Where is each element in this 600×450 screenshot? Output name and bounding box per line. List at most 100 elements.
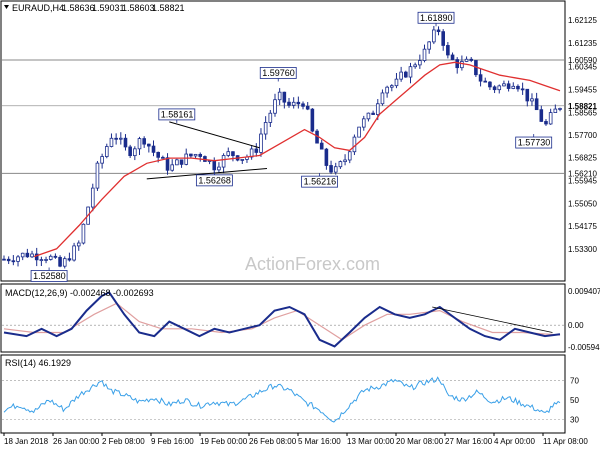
- candle: [67, 252, 72, 262]
- svg-text:1.56216: 1.56216: [304, 177, 337, 187]
- candle: [558, 107, 562, 112]
- candle: [226, 147, 231, 158]
- candle: [516, 84, 520, 92]
- candle: [492, 85, 497, 94]
- high-value: 1.59031: [92, 3, 125, 13]
- candle: [263, 116, 268, 140]
- candle: [413, 62, 417, 69]
- candle: [48, 254, 53, 261]
- x-tick-label: 9 Feb 16:00: [151, 437, 194, 446]
- candle: [240, 159, 245, 164]
- y-tick-label: 1.57700: [568, 131, 597, 140]
- candle: [502, 80, 506, 87]
- svg-text:1.57730: 1.57730: [518, 138, 551, 148]
- candle: [123, 134, 128, 151]
- candle: [534, 92, 539, 111]
- y-tick-label: 1.54175: [568, 222, 597, 231]
- candle: [310, 108, 315, 133]
- candle: [277, 88, 282, 106]
- rsi-y-tick: 30: [570, 415, 579, 424]
- x-tick-label: 26 Jan 00:00: [53, 437, 100, 446]
- x-tick-label: 18 Jan 2018: [4, 437, 49, 446]
- price-annotation: 1.57730: [515, 134, 553, 149]
- candle: [343, 154, 347, 166]
- candle: [296, 96, 301, 109]
- candle: [175, 158, 179, 166]
- rsi-y-tick: 70: [570, 376, 579, 385]
- candle: [151, 140, 156, 157]
- candle: [58, 255, 62, 268]
- close-value: 1.58821: [152, 3, 185, 13]
- macd-title: MACD(12,26,9) -0.002468 -0.002693: [5, 288, 154, 298]
- moving-average-line: [33, 61, 561, 258]
- candle: [20, 252, 25, 261]
- trend-line: [169, 121, 260, 149]
- macd-y-tick: 0.00: [568, 321, 584, 330]
- macd-y-tick: 0.009407: [568, 287, 600, 296]
- symbol-label: EURAUD,H4: [12, 3, 64, 13]
- level-label: 1.60590: [568, 56, 597, 65]
- candle: [62, 256, 67, 269]
- candle: [104, 143, 109, 159]
- price-layer: 1.61890 1.59760 1.58161 1.56268 1.56216 1.577…: [2, 11, 564, 282]
- svg-text:1.58161: 1.58161: [161, 109, 194, 119]
- candle: [371, 110, 375, 115]
- price-annotation: 1.56216: [301, 173, 338, 188]
- candle: [399, 66, 403, 82]
- x-tick-label: 5 Mar 16:00: [298, 437, 341, 446]
- candle: [301, 101, 305, 110]
- candle: [2, 255, 6, 261]
- candle: [44, 256, 48, 264]
- candle: [193, 153, 198, 159]
- candle: [553, 104, 558, 114]
- price-annotation: 1.56268: [195, 171, 233, 187]
- svg-text:1.52580: 1.52580: [33, 271, 66, 281]
- y-tick-label: 1.62125: [568, 16, 597, 25]
- candle: [179, 159, 184, 168]
- candle: [282, 91, 287, 109]
- candle: [170, 159, 175, 172]
- header-info: EURAUD,H4 1.58636 1.59031 1.58603 1.5882…: [4, 3, 185, 13]
- axis-layer: 1.60590 1.56210 1.62125 1.61235 1.60345 1.594…: [3, 16, 600, 446]
- svg-text:1.59760: 1.59760: [262, 68, 295, 78]
- candle: [432, 26, 436, 45]
- y-tick-label: 1.59455: [568, 85, 597, 94]
- candle: [347, 150, 352, 164]
- y-tick-label: 1.53300: [568, 245, 597, 254]
- candle: [464, 56, 469, 63]
- candle: [287, 97, 291, 108]
- level-label: 1.56210: [568, 169, 597, 178]
- candle: [16, 255, 20, 267]
- candle: [385, 85, 389, 98]
- x-tick-label: 2 Feb 08:00: [102, 437, 145, 446]
- candle: [474, 60, 478, 77]
- y-tick-label: 1.60345: [568, 62, 597, 71]
- x-tick-label: 13 Mar 00:00: [347, 437, 395, 446]
- candle: [142, 136, 146, 148]
- candle: [11, 255, 16, 266]
- macd-trend-line: [432, 306, 553, 333]
- candle: [488, 81, 492, 91]
- candle: [497, 84, 502, 94]
- candle: [291, 97, 296, 109]
- x-tick-label: 19 Feb 00:00: [200, 437, 248, 446]
- candle: [436, 26, 441, 36]
- collapse-arrow-icon[interactable]: [4, 5, 9, 9]
- candle: [90, 183, 95, 212]
- candle: [273, 93, 277, 117]
- open-value: 1.58636: [62, 3, 95, 13]
- y-tick-label: 1.61235: [568, 39, 597, 48]
- svg-text:1.61890: 1.61890: [420, 13, 453, 23]
- candle: [511, 82, 516, 90]
- macd-y-tick: -0.00594: [568, 343, 600, 352]
- candle: [520, 82, 525, 95]
- rsi-y-tick: 50: [570, 396, 579, 405]
- candle: [184, 148, 189, 166]
- price-panel: [0, 0, 566, 282]
- rsi-panel: [0, 354, 566, 434]
- trend-line: [146, 167, 268, 180]
- macd-layer: [2, 291, 564, 348]
- macd-line: [3, 291, 561, 348]
- candle: [389, 84, 394, 92]
